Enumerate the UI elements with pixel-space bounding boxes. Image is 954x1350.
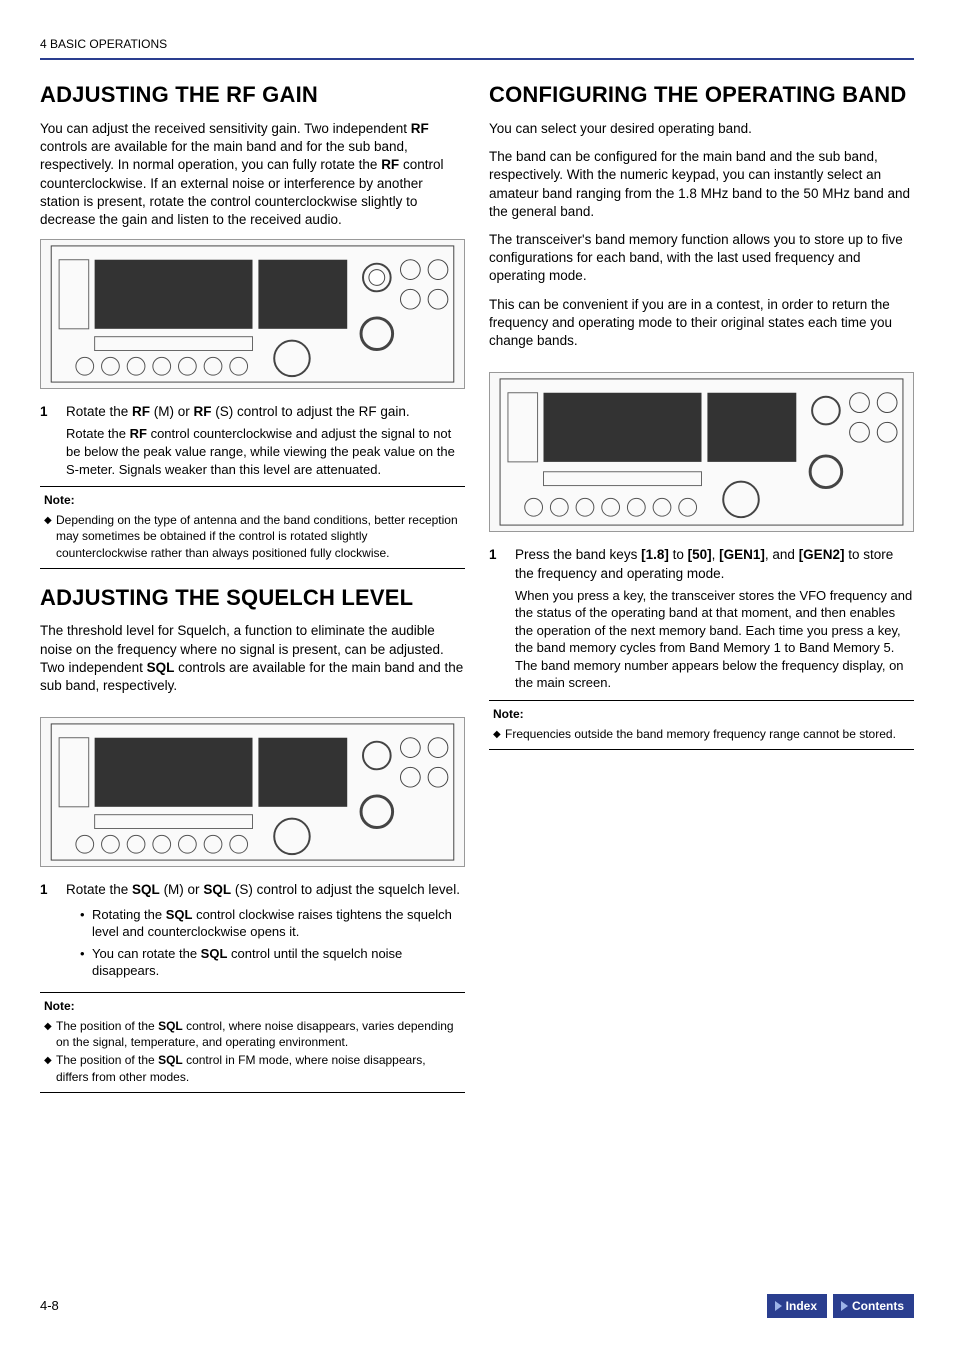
- step-1: 1 Press the band keys [1.8] to [50], [GE…: [489, 546, 914, 692]
- band-p2: The band can be configured for the main …: [489, 148, 914, 221]
- text: (M) or: [150, 404, 194, 419]
- text: The position of the: [56, 1053, 158, 1067]
- note-title: Note:: [40, 490, 465, 510]
- index-button[interactable]: Index: [767, 1294, 827, 1318]
- note-title: Note:: [40, 996, 465, 1016]
- text: to: [669, 547, 688, 562]
- bullet: You can rotate the SQL control until the…: [80, 945, 465, 980]
- bold: SQL: [158, 1019, 183, 1033]
- squelch-intro: The threshold level for Squelch, a funct…: [40, 622, 465, 695]
- text: Rotate the: [66, 426, 130, 441]
- bold: SQL: [166, 907, 193, 922]
- bold: SQL: [132, 882, 160, 897]
- text: You can rotate the: [92, 946, 201, 961]
- note-item: Frequencies outside the band memory freq…: [493, 726, 910, 742]
- bold: RF: [132, 404, 150, 419]
- note-title: Note:: [489, 704, 914, 724]
- rf-gain-intro: You can adjust the received sensitivity …: [40, 120, 465, 229]
- band-p1: You can select your desired operating ba…: [489, 120, 914, 138]
- radio-panel-svg: [41, 240, 464, 388]
- bold: SQL: [147, 660, 175, 675]
- text: The position of the: [56, 1019, 158, 1033]
- note-rule-bottom: [40, 1092, 465, 1093]
- step-1: 1 Rotate the SQL (M) or SQL (S) control …: [40, 881, 465, 983]
- radio-panel-svg: [41, 718, 464, 866]
- text: Rotate the: [66, 882, 132, 897]
- footer-buttons: Index Contents: [767, 1294, 914, 1318]
- bold: RF: [411, 121, 429, 136]
- section-band-title: CONFIGURING THE OPERATING BAND: [489, 80, 914, 110]
- note-rule-top: [40, 486, 465, 487]
- rf-gain-note: Note: Depending on the type of antenna a…: [40, 486, 465, 569]
- text: , and: [765, 547, 799, 562]
- text: ,: [712, 547, 720, 562]
- radio-panel-svg: [490, 373, 913, 531]
- step-body: Rotate the SQL (M) or SQL (S) control to…: [66, 881, 465, 983]
- text: (S) control to adjust the squelch level.: [231, 882, 460, 897]
- page-footer: 4-8 Index Contents: [40, 1294, 914, 1318]
- text: controls are available for the main band…: [40, 139, 408, 172]
- page-number: 4-8: [40, 1297, 59, 1315]
- band-note: Note: Frequencies outside the band memor…: [489, 700, 914, 750]
- note-items: Depending on the type of antenna and the…: [40, 510, 465, 565]
- content-columns: ADJUSTING THE RF GAIN You can adjust the…: [40, 74, 914, 1107]
- device-illustration-2: [40, 717, 465, 867]
- step-sub: Rotate the RF control counterclockwise a…: [66, 425, 465, 478]
- bold: [GEN2]: [799, 547, 845, 562]
- step-number: 1: [40, 881, 54, 983]
- step-body: Rotate the RF (M) or RF (S) control to a…: [66, 403, 465, 478]
- note-item: Depending on the type of antenna and the…: [44, 512, 461, 561]
- step-number: 1: [489, 546, 503, 692]
- step-1: 1 Rotate the RF (M) or RF (S) control to…: [40, 403, 465, 478]
- bold: SQL: [158, 1053, 183, 1067]
- note-items: Frequencies outside the band memory freq…: [489, 724, 914, 746]
- page-header: 4 BASIC OPERATIONS: [40, 36, 914, 52]
- bold: SQL: [201, 946, 228, 961]
- squelch-steps: 1 Rotate the SQL (M) or SQL (S) control …: [40, 881, 465, 983]
- bold: [GEN1]: [719, 547, 765, 562]
- rf-gain-steps: 1 Rotate the RF (M) or RF (S) control to…: [40, 403, 465, 478]
- text: (S) control to adjust the RF gain.: [212, 404, 410, 419]
- band-p3: The transceiver's band memory function a…: [489, 231, 914, 286]
- device-illustration-3: [489, 372, 914, 532]
- text: Rotate the: [66, 404, 132, 419]
- bold: [1.8]: [641, 547, 669, 562]
- section-squelch-title: ADJUSTING THE SQUELCH LEVEL: [40, 583, 465, 613]
- header-rule: [40, 58, 914, 60]
- section-rf-gain-title: ADJUSTING THE RF GAIN: [40, 80, 465, 110]
- bold: RF: [194, 404, 212, 419]
- bold: SQL: [203, 882, 231, 897]
- squelch-note: Note: The position of the SQL control, w…: [40, 992, 465, 1093]
- step-number: 1: [40, 403, 54, 478]
- bold: RF: [130, 426, 147, 441]
- note-rule-bottom: [489, 749, 914, 750]
- bullet: Rotating the SQL control clockwise raise…: [80, 906, 465, 941]
- text: Press the band keys: [515, 547, 641, 562]
- text: Rotating the: [92, 907, 166, 922]
- squelch-bullets: Rotating the SQL control clockwise raise…: [66, 906, 465, 980]
- text: You can adjust the received sensitivity …: [40, 121, 411, 136]
- right-column: CONFIGURING THE OPERATING BAND You can s…: [489, 74, 914, 1107]
- bold: RF: [381, 157, 399, 172]
- note-items: The position of the SQL control, where n…: [40, 1016, 465, 1089]
- text: (M) or: [160, 882, 204, 897]
- contents-button[interactable]: Contents: [833, 1294, 914, 1318]
- note-rule-top: [489, 700, 914, 701]
- band-p4: This can be convenient if you are in a c…: [489, 296, 914, 351]
- note-rule-bottom: [40, 568, 465, 569]
- device-illustration-1: [40, 239, 465, 389]
- note-rule-top: [40, 992, 465, 993]
- note-item: The position of the SQL control, where n…: [44, 1018, 461, 1050]
- bold: [50]: [688, 547, 712, 562]
- left-column: ADJUSTING THE RF GAIN You can adjust the…: [40, 74, 465, 1107]
- step-sub: When you press a key, the transceiver st…: [515, 587, 914, 692]
- step-body: Press the band keys [1.8] to [50], [GEN1…: [515, 546, 914, 692]
- band-steps: 1 Press the band keys [1.8] to [50], [GE…: [489, 546, 914, 692]
- note-item: The position of the SQL control in FM mo…: [44, 1052, 461, 1084]
